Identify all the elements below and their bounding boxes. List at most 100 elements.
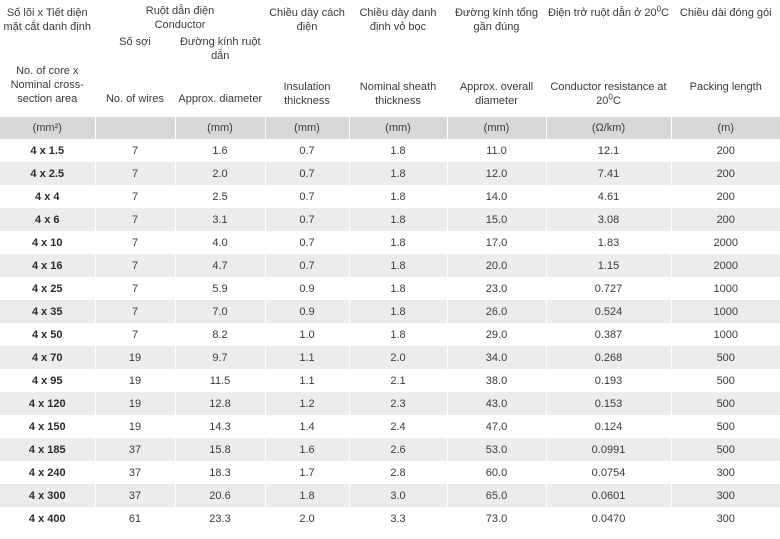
cell-wires: 7: [95, 231, 176, 254]
cell-resistance: 3.08: [546, 208, 672, 231]
cell-resistance: 4.61: [546, 185, 672, 208]
cell-sheath: 2.6: [349, 438, 448, 461]
cell-resistance: 1.15: [546, 254, 672, 277]
cell-overall: 73.0: [447, 507, 547, 530]
cell-size: 4 x 50: [0, 323, 96, 346]
cell-packing: 1000: [671, 300, 780, 323]
unit-wires: [95, 117, 176, 139]
cell-insulation: 0.9: [265, 277, 350, 300]
cell-insulation: 1.1: [265, 346, 350, 369]
cell-resistance: 0.268: [546, 346, 672, 369]
cell-size: 4 x 70: [0, 346, 96, 369]
cell-insulation: 1.1: [265, 369, 350, 392]
cell-wires: 61: [95, 507, 176, 530]
cell-insulation: 0.7: [265, 254, 350, 277]
cell-size: 4 x 120: [0, 392, 96, 415]
header-overall-en: Approx. overall diameter: [459, 81, 534, 107]
cell-insulation: 0.7: [265, 208, 350, 231]
cell-size: 4 x 2.5: [0, 162, 96, 185]
cell-sheath: 2.8: [349, 461, 448, 484]
cell-size: 4 x 4: [0, 185, 96, 208]
unit-insulation: (mm): [265, 117, 350, 139]
table-body: 4 x 1.5 7 1.6 0.7 1.8 11.0 12.1 200 4 x 2.5 7 2.0 0…: [0, 139, 780, 530]
table-row: 4 x 300 37 20.6 1.8 3.0 65.0 0.0601 300: [0, 484, 780, 507]
header-size-en: No. of core x Nominal cross-section area: [10, 65, 84, 105]
table-row: 4 x 150 19 14.3 1.4 2.4 47.0 0.124 500: [0, 415, 780, 438]
cell-sheath: 2.4: [349, 415, 448, 438]
header-resistance-vi: Điện trở ruột dẫn ở 200C: [548, 4, 669, 19]
cell-overall: 53.0: [447, 438, 547, 461]
cell-insulation: 2.0: [265, 507, 350, 530]
header-diameter-en: Approx. diameter: [178, 92, 263, 105]
unit-sheath: (mm): [349, 117, 448, 139]
unit-diameter: (mm): [175, 117, 266, 139]
cell-insulation: 1.6: [265, 438, 350, 461]
cell-wires: 37: [95, 461, 176, 484]
table-row: 4 x 10 7 4.0 0.7 1.8 17.0 1.83 2000: [0, 231, 780, 254]
cell-diameter: 20.6: [175, 484, 266, 507]
cell-packing: 500: [716, 374, 735, 387]
cell-wires: 7: [95, 277, 176, 300]
cell-overall: 38.0: [447, 369, 547, 392]
header-wires: Số sợi No. of wires: [95, 33, 176, 117]
cell-packing: 200: [671, 208, 780, 231]
header-sheath: Chiều dày danh định vỏ bọc Nominal sheat…: [349, 0, 448, 117]
cell-wires: 7: [95, 254, 176, 277]
cell-packing: 2000: [713, 236, 738, 249]
cell-resistance: 0.0470: [546, 507, 672, 530]
table-row: 4 x 70 19 9.7 1.1 2.0 34.0 0.268 500: [0, 346, 780, 369]
cell-diameter: 5.9: [175, 277, 266, 300]
header-wires-vi: Số sợi: [119, 35, 151, 48]
cell-wires: 7: [95, 139, 176, 162]
cell-insulation: 0.7: [265, 185, 350, 208]
header-sheath-en: Nominal sheath thickness: [359, 81, 437, 107]
cell-size: 4 x 400: [0, 507, 96, 530]
cell-packing: 2000: [671, 254, 780, 277]
table-row: 4 x 35 7 7.0 0.9 1.8 26.0 0.524 1000: [0, 300, 780, 323]
cell-overall: 34.0: [447, 346, 547, 369]
cell-packing: 500: [671, 346, 780, 369]
cell-sheath: 1.8: [349, 208, 448, 231]
cell-size: 4 x 150: [0, 415, 96, 438]
header-resistance-en: Conductor resistance at 200C: [550, 81, 667, 107]
table-row: 4 x 400 61 23.3 2.0 3.3 73.0 0.0470 300: [0, 507, 780, 530]
cell-packing: 300: [716, 466, 735, 479]
header-sheath-vi: Chiều dày danh định vỏ bọc: [359, 7, 437, 33]
unit-resistance: (Ω/km): [546, 117, 672, 139]
cell-size: 4 x 185: [0, 438, 96, 461]
cell-overall: 20.0: [447, 254, 547, 277]
cell-diameter: 2.5: [175, 185, 266, 208]
cell-size: 4 x 1.5: [0, 139, 96, 162]
cell-overall: 26.0: [447, 300, 547, 323]
header-conductor-en: Conductor: [154, 19, 206, 31]
unit-overall: (mm): [447, 117, 547, 139]
cell-wires: 19: [95, 392, 176, 415]
cell-diameter: 14.3: [175, 415, 266, 438]
cell-resistance: 0.387: [546, 323, 672, 346]
header-packing: Chiều dài đóng gói Packing length: [671, 0, 780, 117]
cell-sheath: 1.8: [349, 162, 448, 185]
table-row: 4 x 1.5 7 1.6 0.7 1.8 11.0 12.1 200: [0, 139, 780, 162]
cell-packing: 200: [716, 144, 735, 157]
cell-sheath: 1.8: [349, 139, 448, 162]
cell-resistance: 1.83: [546, 231, 672, 254]
header-wires-en: No. of wires: [105, 92, 165, 105]
table-row: 4 x 185 37 15.8 1.6 2.6 53.0 0.0991 500: [0, 438, 780, 461]
cell-wires: 7: [95, 300, 176, 323]
cell-packing: 1000: [713, 328, 738, 341]
cell-sheath: 1.8: [349, 231, 448, 254]
units-row: (mm²) (mm) (mm) (mm) (mm) (Ω/km) (m): [0, 117, 780, 139]
cell-overall: 65.0: [447, 484, 547, 507]
header-insulation-en: Insulation thickness: [283, 81, 331, 107]
header-resistance: Điện trở ruột dẫn ở 200C Conductor resis…: [546, 0, 672, 117]
header-packing-vi: Chiều dài đóng gói: [679, 7, 772, 19]
cell-diameter: 2.0: [175, 162, 266, 185]
cell-diameter: 15.8: [175, 438, 266, 461]
cell-wires: 7: [95, 208, 176, 231]
cell-packing: 300: [671, 484, 780, 507]
cell-resistance: 0.193: [546, 369, 672, 392]
cell-overall: 43.0: [447, 392, 547, 415]
cell-sheath: 2.0: [349, 346, 448, 369]
cell-overall: 12.0: [447, 162, 547, 185]
header-insulation: Chiều dày cách điện Insulation thickness: [265, 0, 350, 117]
